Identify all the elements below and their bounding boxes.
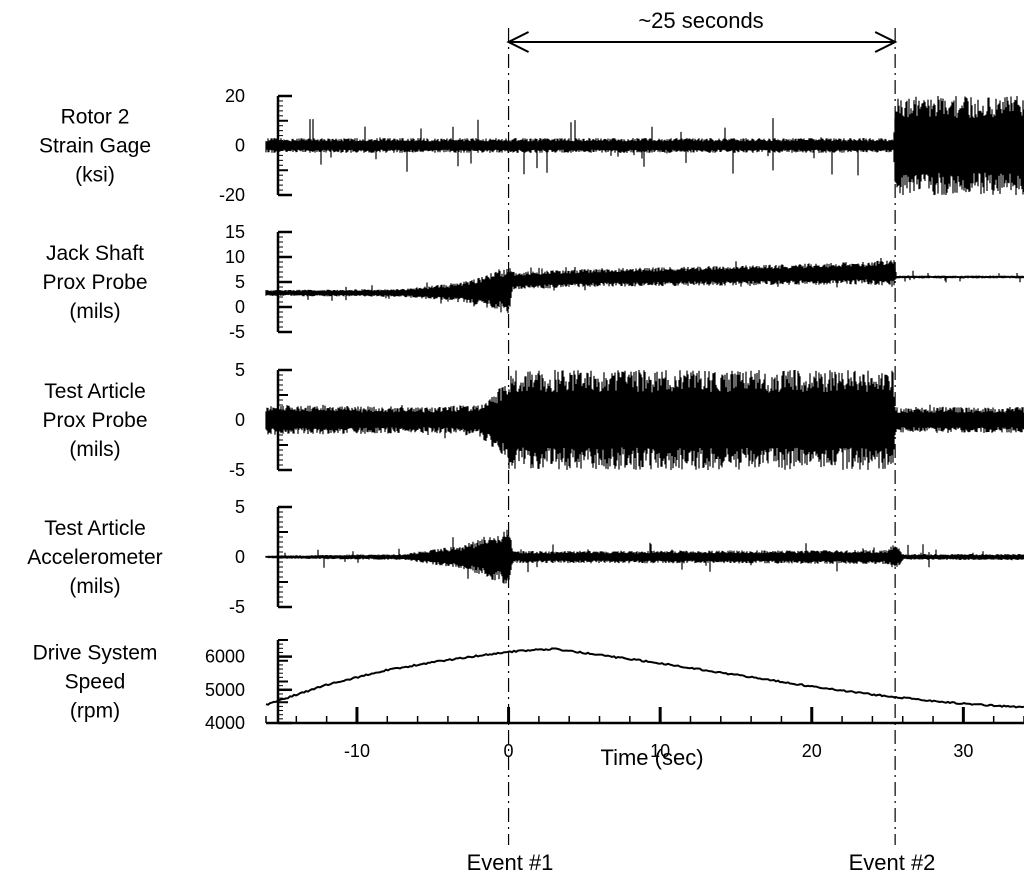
panel-4-y-tick-label: 5	[235, 497, 245, 517]
x-tick-label: 20	[802, 741, 822, 761]
panel-5-label-line-2: Speed	[65, 671, 126, 694]
panel-1-y-tick-label: -20	[219, 185, 245, 205]
panel-2-label-line-2: Prox Probe	[42, 271, 147, 294]
event-2-label: Event #2	[849, 850, 936, 875]
x-axis-title: Time (sec)	[600, 745, 703, 770]
panel-2-y-tick-label: 0	[235, 297, 245, 317]
panel-4-label-line-3: (mils)	[69, 575, 120, 598]
panel-2-label-line-3: (mils)	[69, 300, 120, 323]
panel-4-trace-1	[265, 529, 1024, 584]
panel-1-label-line-1: Rotor 2	[61, 106, 130, 129]
panel-5-trace-1	[265, 647, 1024, 709]
panel-1-label-line-3: (ksi)	[75, 164, 115, 187]
panel-4-label-line-1: Test Article	[44, 517, 146, 540]
panel-5-label-line-3: (rpm)	[70, 700, 120, 723]
panel-1-label-line-2: Strain Gage	[39, 135, 151, 158]
signal-traces	[265, 96, 1024, 709]
panel-3-y-tick-label: -5	[229, 460, 245, 480]
event-markers	[506, 28, 898, 845]
x-axis: -10 0 10 20 30	[265, 707, 1024, 761]
panel-2-label-line-1: Jack Shaft	[46, 242, 144, 265]
panel-5-y-tick-label: 5000	[205, 680, 245, 700]
interval-label: ~25 seconds	[638, 8, 763, 33]
panel-2-trace-1	[265, 258, 1024, 314]
panel-axes: 20 0 -20 15 10 5 0 -5 5 0 -5 5 0 -5 6000 5000 4000	[205, 86, 292, 733]
panel-2-y-tick-label: 15	[225, 222, 245, 242]
x-tick-label: 30	[953, 741, 973, 761]
panel-4-y-tick-label: 0	[235, 547, 245, 567]
panel-1-y-tick-label: 0	[235, 136, 245, 156]
panel-5-label-line-1: Drive System	[33, 642, 158, 665]
event-1-label: Event #1	[467, 850, 554, 875]
panel-1-y-tick-label: 20	[225, 86, 245, 106]
panel-5-y-tick-label: 6000	[205, 647, 245, 667]
panel-4-y-tick-label: -5	[229, 597, 245, 617]
panel-2-y-tick-label: -5	[229, 322, 245, 342]
panel-3-trace-1	[265, 370, 1024, 470]
interval-arrow-left-head	[506, 31, 530, 53]
panel-3-y-tick-label: 5	[235, 360, 245, 380]
panel-3-label-line-2: Prox Probe	[42, 409, 147, 432]
panel-labels: Rotor 2 Strain Gage (ksi) Jack Shaft Prox Pr…	[27, 106, 162, 723]
x-tick-label: 10	[650, 741, 670, 761]
interval-arrow-right-head	[874, 31, 898, 53]
panel-2-y-tick-label: 5	[235, 272, 245, 292]
panel-5-y-tick-label: 4000	[205, 713, 245, 733]
panel-3-y-tick-label: 0	[235, 410, 245, 430]
panel-3-label-line-3: (mils)	[69, 438, 120, 461]
panel-3-label-line-1: Test Article	[44, 380, 146, 403]
panel-2-y-tick-label: 10	[225, 247, 245, 267]
panel-4-label-line-2: Accelerometer	[27, 546, 162, 569]
panel-1-trace-1	[265, 96, 1024, 195]
x-tick-label: -10	[344, 741, 370, 761]
